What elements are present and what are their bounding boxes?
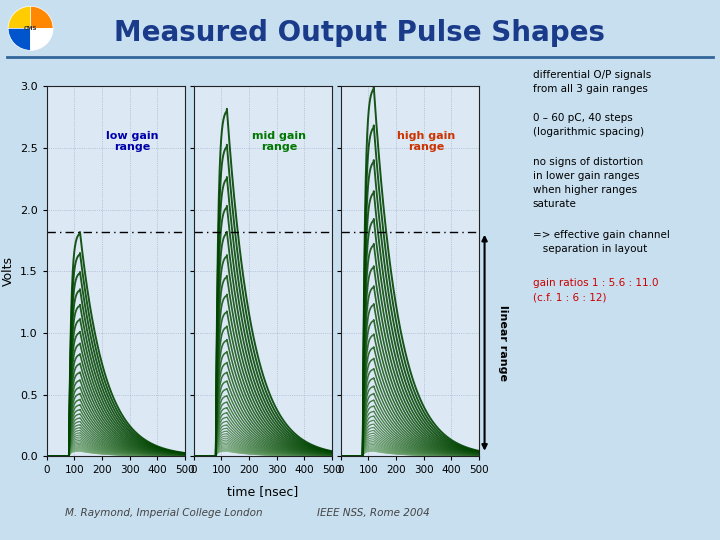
Wedge shape [8, 28, 30, 50]
Text: linear range: linear range [498, 305, 508, 381]
Text: M. Raymond, Imperial College London: M. Raymond, Imperial College London [65, 508, 262, 518]
Text: Measured Output Pulse Shapes: Measured Output Pulse Shapes [114, 19, 606, 47]
Text: 0 – 60 pC, 40 steps
(logarithmic spacing): 0 – 60 pC, 40 steps (logarithmic spacing… [533, 113, 644, 137]
Text: low gain
range: low gain range [107, 131, 158, 152]
Wedge shape [8, 6, 30, 28]
Text: no signs of distortion
in lower gain ranges
when higher ranges
saturate: no signs of distortion in lower gain ran… [533, 157, 643, 208]
Text: mid gain
range: mid gain range [253, 131, 307, 152]
Wedge shape [30, 28, 53, 50]
Text: differential O/P signals
from all 3 gain ranges: differential O/P signals from all 3 gain… [533, 70, 651, 94]
Text: => effective gain channel
   separation in layout: => effective gain channel separation in … [533, 230, 670, 253]
Text: time [nsec]: time [nsec] [228, 485, 298, 498]
Text: CMS: CMS [24, 26, 37, 31]
Text: IEEE NSS, Rome 2004: IEEE NSS, Rome 2004 [317, 508, 430, 518]
Y-axis label: Volts: Volts [1, 256, 14, 286]
Text: high gain
range: high gain range [397, 131, 455, 152]
Wedge shape [30, 6, 53, 28]
Text: gain ratios 1 : 5.6 : 11.0
(c.f. 1 : 6 : 12): gain ratios 1 : 5.6 : 11.0 (c.f. 1 : 6 :… [533, 278, 658, 302]
